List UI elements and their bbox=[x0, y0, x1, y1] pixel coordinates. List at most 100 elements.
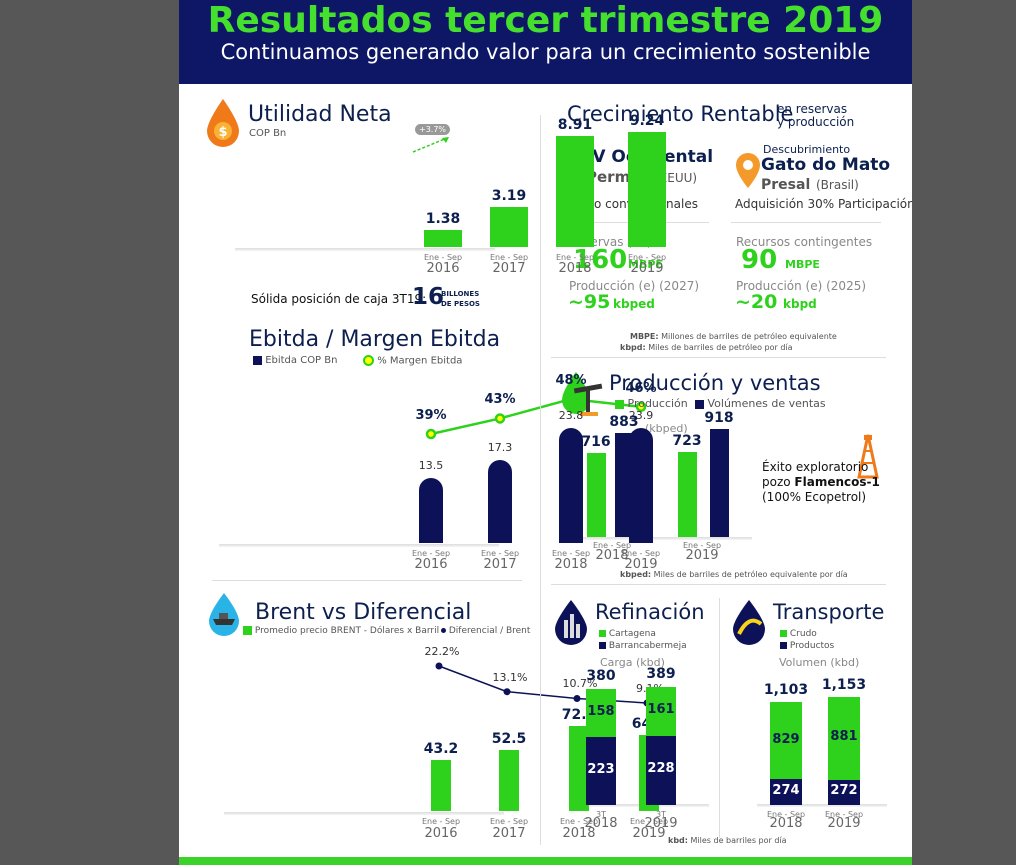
cartagena-bar bbox=[646, 687, 676, 736]
jv-prod-value: ~95 bbox=[568, 291, 611, 313]
oil-pump-drop-icon bbox=[562, 372, 603, 416]
brent-year-label: 2017 bbox=[492, 826, 526, 841]
ventas-bar bbox=[709, 429, 729, 537]
transporte-total-label: 1,103 bbox=[763, 681, 809, 698]
brent-period-label: Ene - Sep bbox=[559, 817, 599, 826]
barrancabermeja-value-label: 223 bbox=[587, 762, 615, 778]
gato-resources-unit: MBPE bbox=[785, 258, 820, 271]
ebitda-value-label: 17.3 bbox=[487, 440, 513, 454]
ebitda-bar bbox=[488, 459, 512, 543]
transporte-year-label: 2019 bbox=[827, 816, 861, 831]
gato-pre: Descubrimiento bbox=[763, 143, 851, 156]
ebitda-margin-label: 48% bbox=[555, 373, 587, 388]
jv-prod-label: Producción (e) (2027) bbox=[569, 279, 700, 293]
ventas-bar bbox=[614, 433, 634, 537]
brent-value-label: 52.5 bbox=[491, 730, 527, 747]
legend-swatch-navy bbox=[599, 642, 606, 649]
transporte-period-label: Ene - Sep bbox=[824, 810, 864, 819]
gato-prod-label: Producción (e) (2025) bbox=[736, 279, 867, 293]
kbpd-note: kbpd: Miles de barriles de petróleo por … bbox=[620, 343, 793, 352]
legend-swatch-navy bbox=[253, 355, 262, 365]
brent-differential-point bbox=[573, 694, 581, 702]
utilidad-value-label: 3.19 bbox=[491, 188, 527, 205]
divider bbox=[551, 584, 886, 585]
brent-differential-point bbox=[435, 662, 443, 670]
refinacion-period-label: 3T bbox=[656, 810, 666, 819]
ebitda-value-label: 23.9 bbox=[628, 409, 654, 422]
brent-title: Brent vs Diferencial bbox=[255, 600, 472, 625]
crudo-value-label: 829 bbox=[772, 731, 800, 747]
legend-label: Diferencial / Brent bbox=[448, 626, 531, 636]
brent-year-label: 2019 bbox=[632, 826, 666, 841]
column-divider bbox=[719, 598, 720, 838]
gato-prod-value: ~20 bbox=[735, 291, 778, 313]
ebitda-margin-label: 39% bbox=[415, 408, 447, 423]
produccion-floor bbox=[577, 537, 752, 540]
exito-line3: (100% Ecopetrol) bbox=[762, 490, 867, 504]
crudo-value-label: 881 bbox=[830, 729, 858, 745]
utilidad-bar bbox=[424, 229, 462, 247]
ventas-value-label: 883 bbox=[609, 414, 639, 431]
utilidad-year-label: 2017 bbox=[492, 261, 526, 276]
ebitda-value-label: 13.5 bbox=[418, 459, 444, 473]
caja-unit-1: BILLONES bbox=[441, 290, 480, 298]
produccion-title: Producción y ventas bbox=[609, 371, 821, 395]
transporte-title: Transporte bbox=[773, 600, 885, 624]
cartagena-value-label: 161 bbox=[647, 702, 675, 718]
note-text: Miles de barriles de petróleo equivalent… bbox=[651, 570, 848, 579]
caja-text: Sólida posición de caja 3T19: bbox=[251, 292, 427, 306]
brent-period-label: Ene - Sep bbox=[489, 817, 529, 826]
refinacion-legend-n: Barrancabermeja bbox=[599, 641, 687, 651]
legend-swatch-ring bbox=[363, 355, 374, 366]
footer-bar bbox=[179, 857, 912, 865]
ventas-value-label: 918 bbox=[704, 410, 734, 426]
utilidad-period-label: Ene - Sep bbox=[423, 253, 463, 262]
note-key: kbpd: bbox=[620, 343, 646, 352]
growth-arrow-line bbox=[412, 137, 449, 153]
brent-differential-label: 10.7% bbox=[562, 677, 598, 691]
transporte-legend-n: Productos bbox=[780, 641, 834, 651]
barrancabermeja-bar bbox=[586, 737, 616, 805]
jv-reserves-value: 160 bbox=[573, 245, 628, 275]
produccion-period-label: Ene - Sep bbox=[682, 541, 722, 550]
produccion-legend-n: Volúmenes de ventas bbox=[695, 397, 826, 411]
brent-differential-point bbox=[503, 688, 511, 696]
brent-year-label: 2016 bbox=[424, 826, 458, 841]
ebitda-value-label: 23.8 bbox=[558, 409, 584, 423]
note-key: kbped: bbox=[620, 570, 652, 579]
brent-value-label: 43.2 bbox=[423, 741, 459, 758]
mbpe-note: MBPE: Millones de barriles de petróleo e… bbox=[630, 332, 837, 341]
gato-resources-label: Recursos contingentes bbox=[736, 235, 873, 249]
produccion-bar bbox=[677, 451, 697, 537]
ebitda-bar bbox=[559, 428, 583, 543]
crudo-bar bbox=[770, 701, 802, 780]
ebitda-year-label: 2016 bbox=[414, 557, 448, 572]
ebitda-year-label: 2018 bbox=[554, 557, 588, 572]
brent-year-label: 2018 bbox=[562, 826, 596, 841]
location-pin-icon bbox=[736, 153, 760, 188]
utilidad-value-label: 1.38 bbox=[425, 210, 461, 227]
refinacion-total-label: 380 bbox=[586, 668, 616, 685]
brent-period-label: Ene - Sep bbox=[629, 817, 669, 826]
gato-type: Adquisición 30% Participación bbox=[735, 197, 912, 211]
utilidad-bar bbox=[490, 207, 528, 247]
legend-label: Producción bbox=[627, 397, 688, 410]
utilidad-unit: COP Bn bbox=[249, 128, 287, 139]
legend-label: Ebitda COP Bn bbox=[265, 355, 338, 366]
productos-bar bbox=[770, 779, 802, 805]
kbd-note: kbd: Miles de barriles por día bbox=[668, 836, 787, 845]
legend-label: Volúmenes de ventas bbox=[707, 397, 826, 410]
drop-dollar-icon: $ bbox=[207, 99, 239, 147]
legend-swatch-navy bbox=[695, 399, 704, 409]
gato-prod-unit: kbpd bbox=[783, 297, 817, 311]
ebitda-margin-path bbox=[430, 397, 642, 436]
transporte-period-label: Ene - Sep bbox=[766, 810, 806, 819]
exito-line2: pozo Flamencos-1 bbox=[762, 475, 880, 490]
ebitda-bar bbox=[419, 478, 443, 543]
exito-line1: Éxito exploratorio bbox=[762, 460, 869, 474]
header-banner: Resultados tercer trimestre 2019 Continu… bbox=[179, 0, 912, 84]
kbped-note: kbped: Miles de barriles de petróleo equ… bbox=[620, 570, 848, 579]
gato-resources-value: 90 bbox=[741, 245, 778, 275]
divider bbox=[731, 222, 881, 223]
legend-swatch-green bbox=[243, 626, 252, 635]
